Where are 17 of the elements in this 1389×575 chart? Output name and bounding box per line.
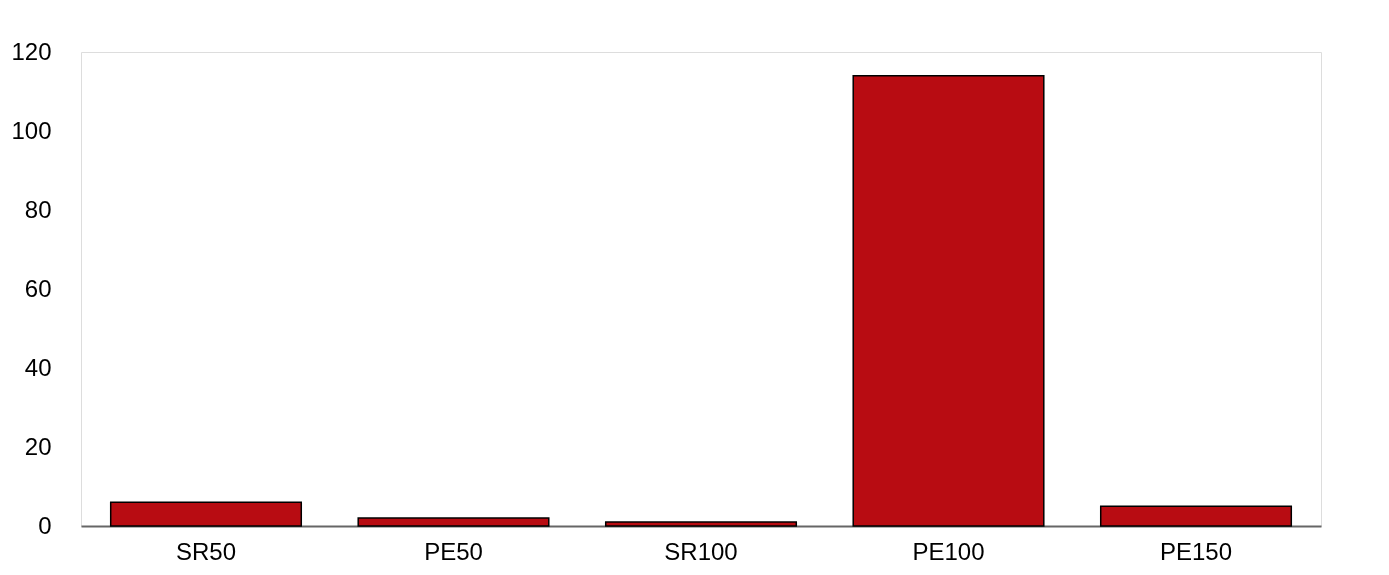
y-tick-label: 120 bbox=[11, 37, 52, 65]
y-tick-label: 20 bbox=[24, 432, 52, 460]
bar bbox=[357, 517, 550, 527]
x-tick-label: PE50 bbox=[424, 537, 483, 565]
y-tick-label: 40 bbox=[24, 353, 52, 381]
bar bbox=[109, 501, 303, 527]
bar bbox=[604, 521, 798, 527]
bar bbox=[1099, 505, 1293, 527]
y-tick-label: 80 bbox=[24, 195, 52, 223]
y-tick-label: 0 bbox=[38, 511, 52, 539]
x-tick-label: PE100 bbox=[912, 537, 985, 565]
x-tick-label: SR100 bbox=[664, 537, 738, 565]
x-tick-label: PE150 bbox=[1159, 537, 1233, 565]
y-tick-label: 100 bbox=[11, 116, 52, 144]
y-tick-label: 60 bbox=[24, 274, 52, 302]
x-tick-label: SR50 bbox=[175, 537, 237, 565]
bar bbox=[852, 74, 1045, 527]
